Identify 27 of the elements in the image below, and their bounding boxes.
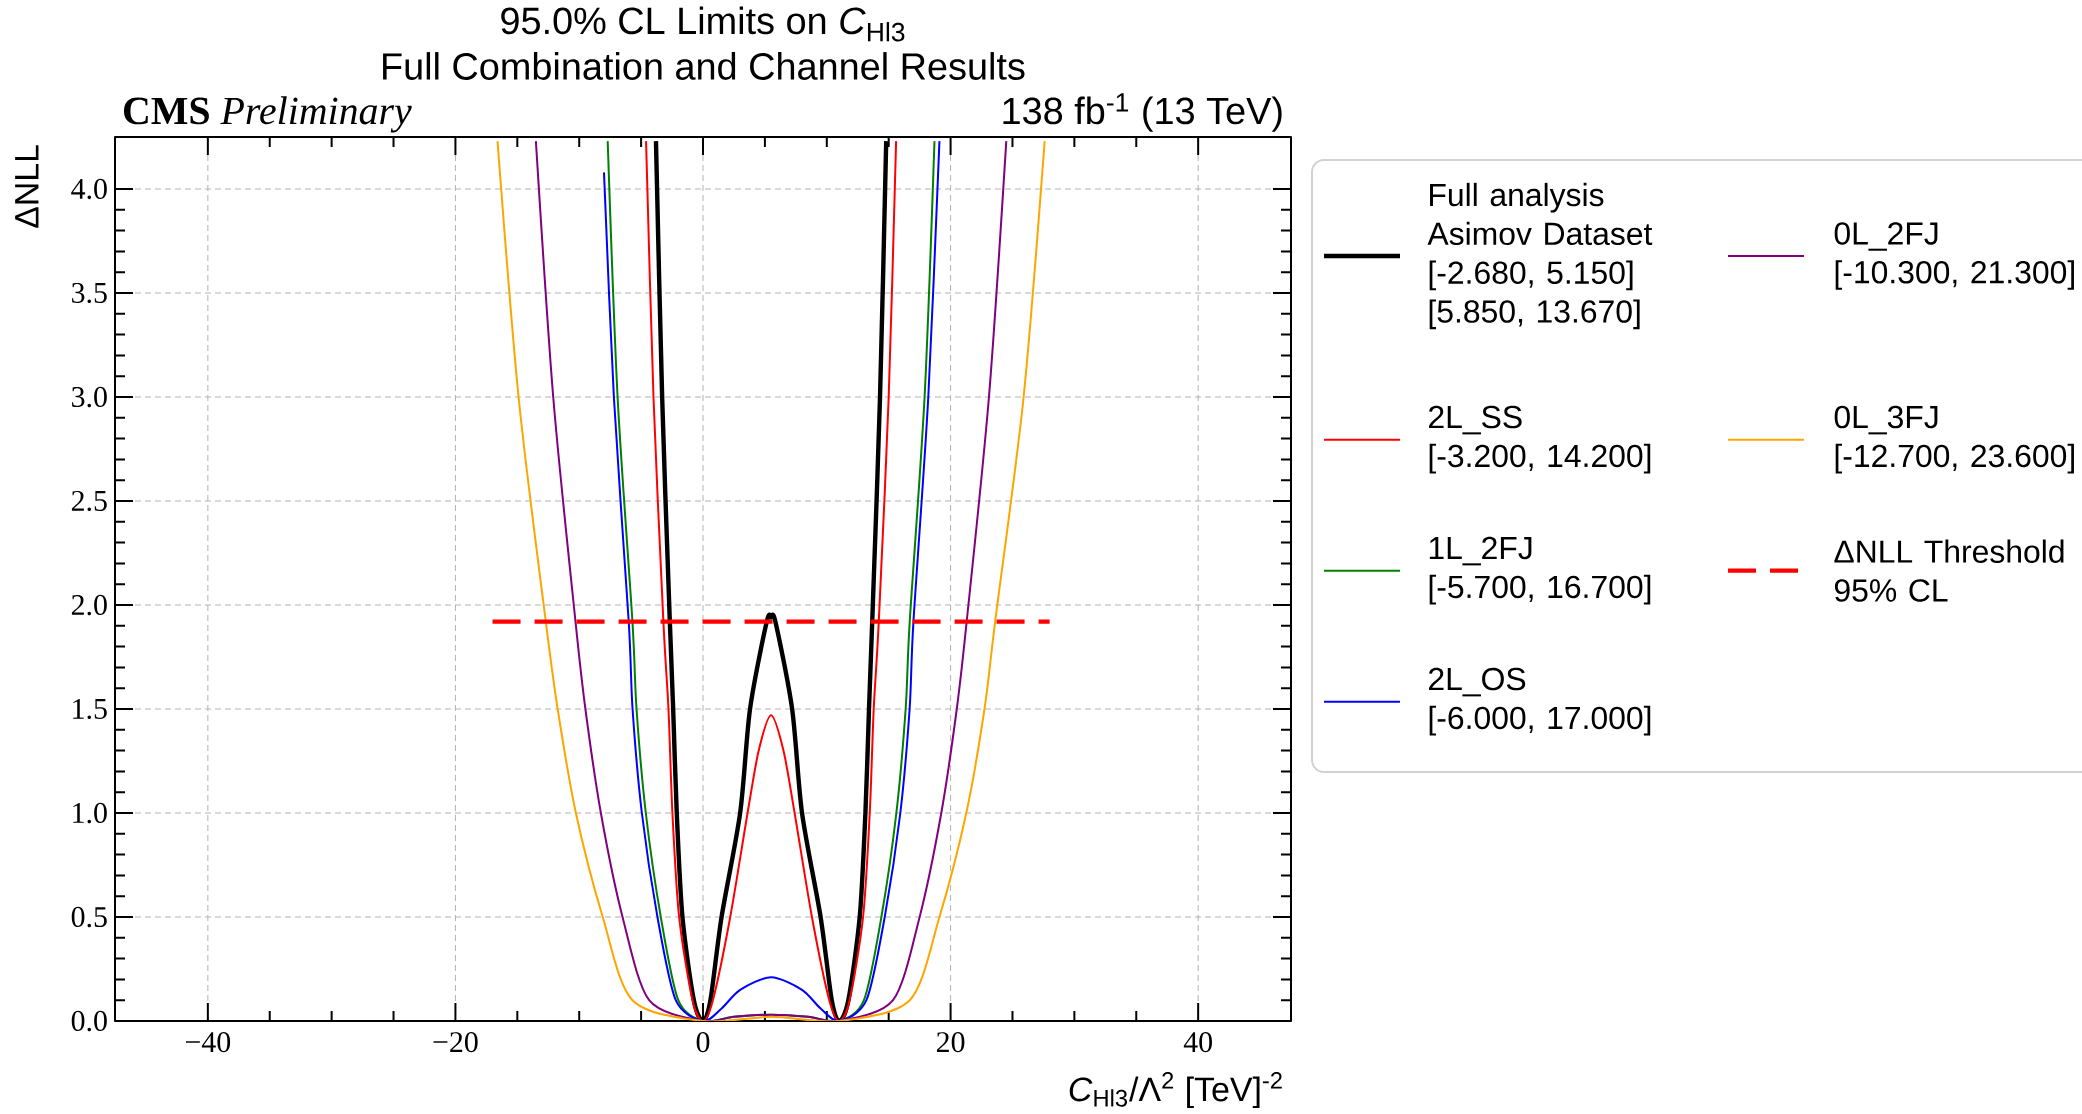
y-axis-title: ΔNLL (15, 145, 39, 228)
y-tick-label: 1.5 (73, 698, 107, 720)
x-tick-label: 0 (696, 1032, 710, 1053)
x-tick-label: −20 (433, 1032, 478, 1053)
x-tick-label: 40 (1183, 1032, 1212, 1053)
text: CMS Preliminary (123, 96, 412, 133)
y-tick-label: 3.5 (72, 282, 107, 304)
legend-label: 2L_SS [-3.200, 14.200] (1429, 405, 1651, 474)
y-tick-label: 2.0 (71, 594, 107, 616)
x-tick-label: −40 (185, 1032, 231, 1053)
legend-label: ΔNLL Threshold 95% CL (1834, 539, 2064, 602)
legend-label: Full analysis Asimov Dataset [-2.680, 5.150] [5.850, 13.670] (1427, 182, 1653, 330)
y-tick-label: 4.0 (71, 178, 107, 200)
y-tick-label: 1.0 (73, 802, 107, 824)
x-axis-title: C$_{Hl3}$/Λ$^{2}$ [TeV]$^{-2}$ (1069, 1072, 1282, 1109)
legend-label: 0L_3FJ [-12.700, 23.600] (1834, 405, 2074, 474)
y-tick-label: 0.0 (71, 1010, 107, 1032)
legend-label: 2L_OS [-6.000, 17.000] (1429, 667, 1651, 736)
chart-title: 95.0% CL Limits on C$_{Hl3}$ (501, 6, 905, 42)
text: 138 fb$^{-1}$ (13 TeV) (1003, 93, 1282, 132)
y-tick-label: 3.0 (72, 386, 107, 408)
y-tick-label: 0.5 (71, 906, 107, 928)
legend-label: 1L_2FJ [-5.700, 16.700] (1429, 536, 1651, 605)
legend-label: 0L_2FJ [-10.300, 21.300] (1834, 222, 2074, 290)
chart-subtitle: Full Combination and Channel Results (383, 52, 1025, 80)
y-tick-label: 2.5 (71, 490, 107, 512)
x-tick-label: 20 (936, 1032, 965, 1053)
